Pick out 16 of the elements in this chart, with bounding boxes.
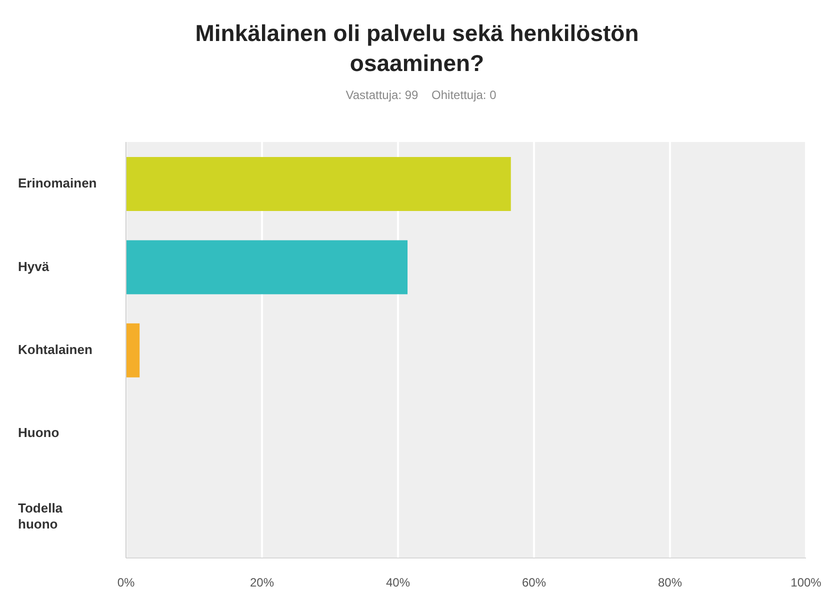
bar xyxy=(126,323,140,378)
x-tick-label: 60% xyxy=(522,576,546,590)
chart-subtitle: Vastattuja: 99 Ohitettuja: 0 xyxy=(344,88,498,104)
x-tick-label: 100% xyxy=(790,576,822,590)
chart-title: Minkälainen oli palvelu sekä henkilöstön osaaminen? xyxy=(194,19,640,78)
y-tick-label: Huono xyxy=(18,425,60,440)
bar xyxy=(126,240,408,294)
y-tick-label: Kohtalainen xyxy=(18,342,92,357)
bar xyxy=(126,157,511,211)
x-tick-label: 20% xyxy=(250,576,274,590)
y-tick-label: Todella huono xyxy=(18,500,64,532)
y-tick-label: Erinomainen xyxy=(18,176,97,191)
x-tick-label: 40% xyxy=(386,576,410,590)
y-tick-label: Hyvä xyxy=(18,258,50,274)
x-tick-label: 0% xyxy=(117,576,135,590)
x-tick-label: 80% xyxy=(658,576,682,590)
